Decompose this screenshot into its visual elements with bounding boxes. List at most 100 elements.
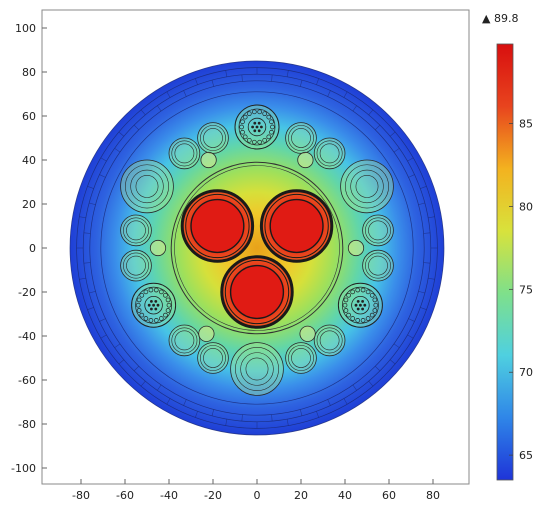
filler-layer	[288, 345, 314, 371]
fiber-wire	[143, 316, 149, 321]
armour-wire	[375, 366, 381, 372]
fiber-wire	[139, 292, 145, 298]
large-filler	[120, 159, 174, 214]
colorbar-tick-label: 80	[519, 200, 533, 213]
filler-layer	[171, 327, 198, 354]
armour-wire	[114, 148, 121, 153]
fiber-strand	[359, 303, 362, 307]
armour-wire	[183, 399, 187, 406]
y-tick-label: 40	[22, 154, 36, 167]
armour-wire	[83, 262, 91, 264]
fiber-wire	[135, 302, 141, 308]
armour-wire	[368, 380, 374, 387]
large-filler-core	[135, 175, 159, 198]
sheath-ring	[89, 80, 425, 416]
fiber-wire	[246, 111, 252, 117]
tiny-filler	[347, 239, 365, 257]
fiber-wire	[262, 111, 268, 117]
filler-layer	[291, 128, 311, 148]
armour-wire	[316, 411, 319, 418]
fiber-wire	[373, 302, 379, 308]
armour-wire	[418, 290, 425, 294]
power-core-conductor	[269, 198, 324, 254]
filler	[362, 214, 394, 247]
fiber-wire	[343, 297, 349, 303]
y-tick-label: 100	[15, 22, 36, 35]
large-filler-core	[355, 175, 379, 198]
fiber-strand	[361, 307, 364, 311]
filler-layer	[126, 220, 146, 241]
colorbar-max-label: ▲ 89.8	[482, 12, 518, 25]
filler	[313, 324, 346, 357]
armour-wire	[241, 414, 243, 422]
filler	[197, 342, 229, 374]
power-core-screen	[224, 259, 290, 325]
armour-wire	[271, 74, 273, 82]
filler	[362, 249, 394, 282]
armour-wire	[166, 398, 171, 405]
filler-layer	[174, 143, 195, 164]
fiber-wire	[143, 289, 149, 295]
fiber-wire	[262, 137, 268, 143]
colorbar-tick-label: 70	[519, 366, 533, 379]
armour-wire	[118, 359, 125, 365]
armour-wire	[140, 109, 146, 116]
armour-wire	[407, 157, 414, 162]
large-filler-layer	[130, 169, 164, 204]
colorbar-tick-label: 85	[519, 118, 533, 131]
y-tick-label: -100	[11, 462, 36, 475]
fiber-wire	[251, 139, 257, 145]
armour-wire	[87, 307, 94, 310]
armour-wire	[114, 343, 121, 348]
y-tick-label: -80	[18, 418, 36, 431]
fiber-wire	[239, 124, 244, 130]
armour-wire	[423, 262, 431, 264]
filler-layer	[288, 125, 314, 151]
fiber-strand	[260, 125, 263, 129]
armour-wire	[286, 419, 289, 426]
fiber-strand	[147, 303, 151, 307]
fiber-wire	[350, 289, 356, 295]
armour-wire	[99, 174, 106, 178]
fiber-strand	[356, 307, 360, 311]
power-core-conductor	[229, 264, 285, 320]
fiber-wire	[257, 109, 263, 115]
colorbar-tick-label: 75	[519, 283, 533, 296]
fiber-unit-sheath	[135, 286, 172, 324]
armour-wire	[79, 216, 86, 219]
x-tick-label: -80	[72, 489, 90, 502]
fiber-wire	[166, 302, 172, 308]
armour-wire	[343, 91, 348, 98]
fiber-strand	[152, 303, 156, 307]
fiber-wire	[240, 129, 245, 135]
power-core-screen	[185, 193, 250, 259]
fiber-wire	[355, 318, 361, 323]
armour-wire	[89, 290, 96, 294]
armour-wire	[271, 414, 273, 422]
filler	[313, 137, 346, 170]
armour-wire	[133, 124, 139, 130]
filler-layer	[126, 255, 146, 276]
armour-wire	[99, 318, 106, 322]
tiny-filler	[297, 151, 314, 169]
armour-wire	[195, 78, 198, 85]
large-filler-layer	[350, 169, 384, 204]
fiber-strand	[356, 299, 360, 303]
fiber-wire	[369, 292, 375, 298]
armour-wire	[241, 74, 243, 82]
armour-wire	[225, 419, 228, 426]
fiber-wire	[266, 114, 272, 120]
fiber-strand	[251, 125, 255, 129]
fiber-wire	[346, 312, 351, 318]
fiber-wire	[242, 114, 248, 120]
fiber-wire	[365, 316, 371, 321]
armour-wire	[389, 359, 396, 365]
fiber-core-ring	[351, 296, 370, 315]
y-tick-label: 0	[29, 242, 36, 255]
large-filler	[230, 342, 284, 396]
armour-wire	[83, 232, 91, 234]
fiber-core-ring	[144, 296, 163, 315]
x-tick-label: -60	[116, 489, 134, 502]
fiber-wire	[136, 308, 142, 313]
